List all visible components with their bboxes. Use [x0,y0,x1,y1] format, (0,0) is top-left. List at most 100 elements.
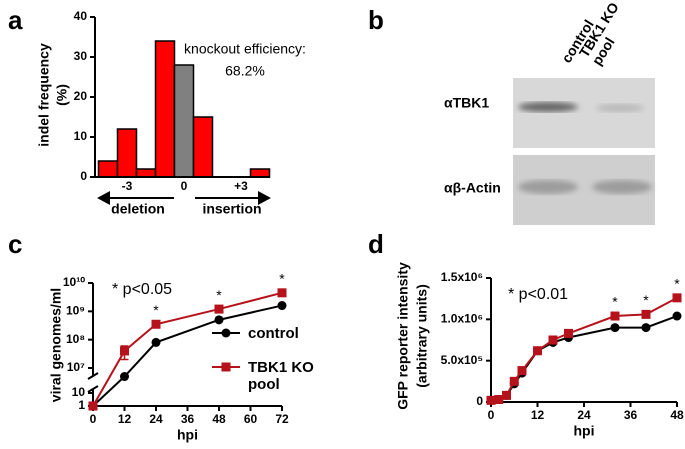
x-tick-label: +3 [234,179,248,193]
bar [173,64,195,178]
blot-row-label: αTBK1 [444,95,489,111]
significance-mark: * [674,276,680,292]
note: * p<0.01 [508,286,568,303]
y-axis-label: (arbitrary units) [414,284,430,387]
x-tick-label: 36 [181,412,195,426]
blot-image [513,78,655,148]
blot-band [596,104,644,112]
x-tick-label: 12 [118,412,132,426]
significance-mark: * [643,292,649,308]
y-axis-label: viral genomes/ml [48,288,64,402]
x-tick-label: 48 [212,412,226,426]
x-tick-label: 72 [275,412,289,426]
legend-marker [221,328,231,338]
marker [533,346,542,356]
note: * p<0.05 [112,281,172,298]
annotation: 68.2% [225,63,265,79]
legend-marker [221,362,231,372]
bar [135,168,157,178]
significance-mark: * [153,302,159,318]
marker [214,304,224,314]
marker [277,301,287,311]
arrow-head [258,191,271,205]
y-axis-label: indel frequency [36,43,52,147]
x-tick-label: 24 [577,408,591,422]
x-tick-label: 12 [531,408,545,422]
y-tick-label: 1 [78,398,85,412]
y-tick-label: 30 [74,49,88,63]
marker [120,346,129,356]
y-tick-label: 5.0x10⁵ [441,353,483,367]
bar [192,116,214,178]
x-tick-label: 0 [181,179,188,193]
marker [641,323,651,333]
panel-label: d [368,229,384,259]
direction-label: insertion [202,201,261,217]
marker [88,401,98,411]
bar [154,40,176,178]
marker [672,293,682,303]
x-tick-label: 36 [624,408,638,422]
y-tick-label: 20 [74,89,88,103]
x-tick-label: 0 [488,408,495,422]
y-tick-label: 10⁹ [66,304,85,318]
axis-break [87,372,99,380]
x-tick-label: 60 [244,412,258,426]
y-tick-label: 1.0x10⁶ [441,312,483,326]
significance-mark: * [279,271,285,287]
y-tick-label: 10 [74,129,88,143]
x-axis-label: hpi [177,427,198,443]
marker [610,311,620,321]
bar [249,168,271,178]
marker [672,311,682,321]
blot-row-label: αβ-Actin [444,180,501,196]
legend-label: control [248,325,299,342]
direction-label: deletion [111,201,165,217]
significance-mark: * [612,294,618,310]
x-tick-label: 48 [670,408,684,422]
y-tick-label: 10¹⁰ [63,275,85,289]
bar [116,128,138,178]
marker [517,366,527,376]
y-tick-label: 40 [74,9,88,23]
y-axis-label: (%) [54,84,70,106]
blot-band [518,102,578,112]
marker [509,376,519,386]
significance-mark: * [216,287,222,303]
bar [97,160,119,178]
marker [214,315,224,325]
marker [486,395,496,405]
marker [277,288,287,298]
panel-label: c [8,229,22,259]
annotation: knockout efficiency: [184,41,306,57]
blot-band [592,180,652,194]
marker [502,390,511,400]
marker [120,372,129,382]
arrow-head [97,191,110,205]
y-tick-label: 1.5x10⁶ [441,270,483,284]
axis-break [87,385,99,393]
x-tick-label: 24 [149,412,163,426]
x-axis-label: hpi [574,423,595,439]
marker [151,319,161,329]
marker [494,395,504,405]
y-tick-label: 10⁸ [66,332,85,346]
marker [564,328,573,338]
legend-label: TBK1 KO pool [248,359,314,393]
y-axis-label: GFP reporter intensity [395,262,411,410]
x-tick-label: 0 [90,412,97,426]
marker [548,335,558,345]
y-tick-label: 0 [476,394,483,408]
y-tick-label: 10⁷ [67,360,85,374]
y-tick-label: 0 [80,169,87,183]
marker [610,323,620,333]
panel-label: b [368,5,384,35]
y-tick-label: 10 [72,385,86,399]
x-tick-label: -3 [122,179,133,193]
marker [151,337,161,347]
blot-band [518,180,578,194]
marker [641,309,651,319]
panel-label: a [8,5,23,35]
